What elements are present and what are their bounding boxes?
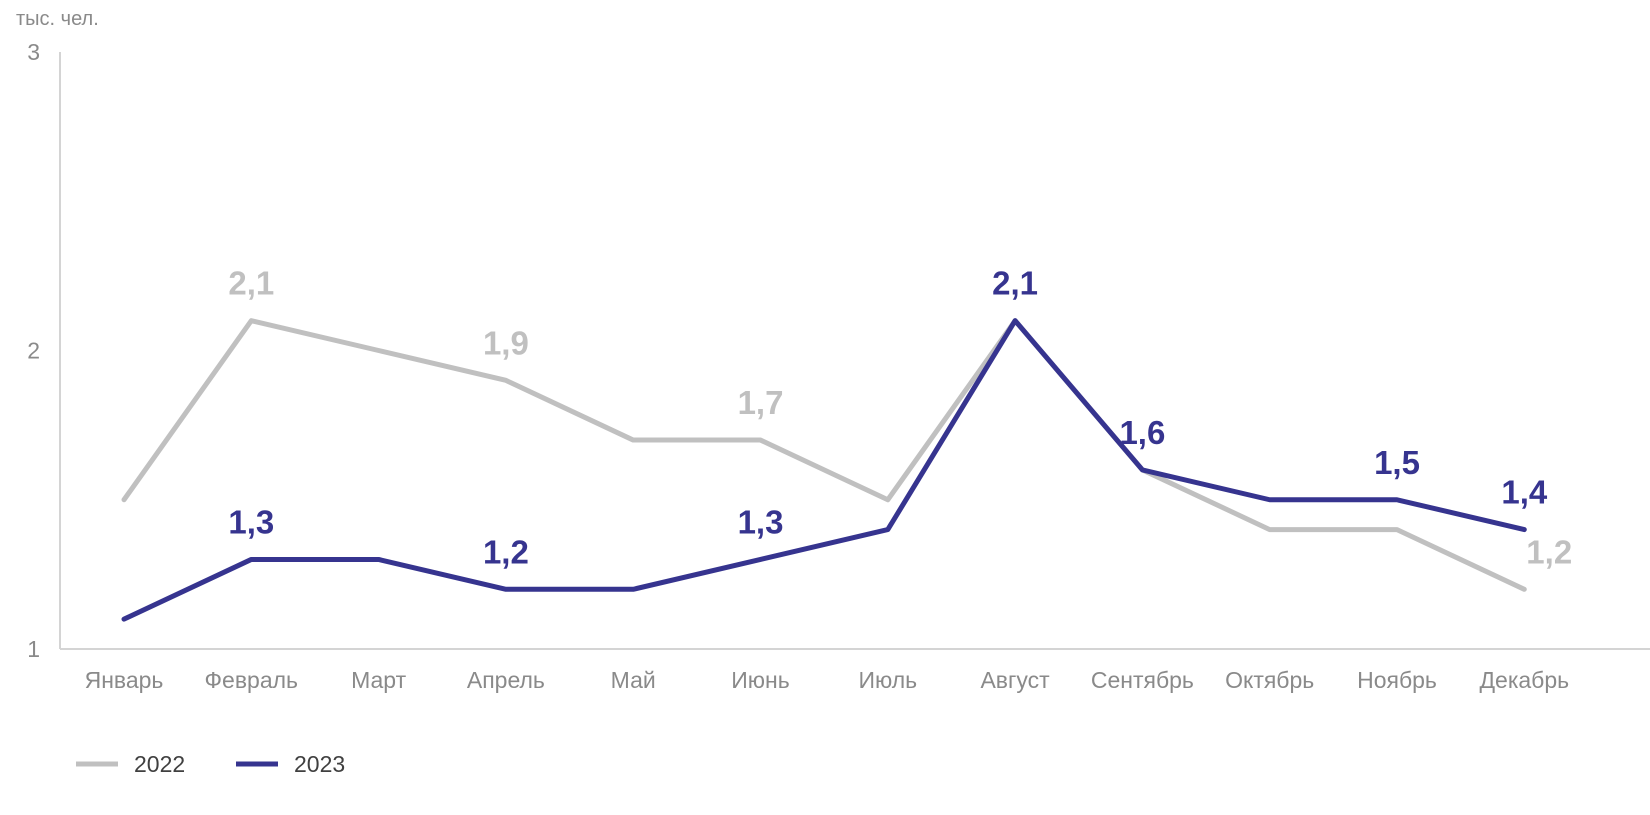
y-axis-unit-label: тыс. чел. bbox=[16, 8, 99, 30]
data-label-2022: 1,2 bbox=[1526, 533, 1572, 570]
x-tick-label: Февраль bbox=[205, 667, 298, 693]
x-tick-label: Июнь bbox=[731, 667, 789, 693]
data-label-2022: 1,9 bbox=[483, 324, 529, 361]
series-line-2022 bbox=[121, 318, 1527, 592]
y-tick-label: 1 bbox=[27, 636, 40, 662]
legend-label-2022: 2022 bbox=[134, 751, 185, 777]
x-tick-label: Май bbox=[611, 667, 656, 693]
data-label-2023: 1,6 bbox=[1119, 414, 1165, 451]
data-label-2023: 1,3 bbox=[228, 503, 274, 540]
x-tick-label: Декабрь bbox=[1479, 667, 1569, 693]
y-tick-label: 3 bbox=[27, 39, 40, 65]
data-label-2023: 1,5 bbox=[1374, 444, 1420, 481]
x-axis-ticks: Январь Февраль Март Апрель Май Июнь Июль Август… bbox=[85, 667, 1570, 693]
legend-label-2023: 2023 bbox=[294, 751, 345, 777]
x-tick-label: Январь bbox=[85, 667, 164, 693]
data-label-2023: 1,3 bbox=[738, 503, 784, 540]
data-label-2023: 2,1 bbox=[992, 265, 1038, 302]
x-tick-label: Ноябрь bbox=[1357, 667, 1437, 693]
x-tick-label: Октябрь bbox=[1225, 667, 1314, 693]
x-tick-label: Сентябрь bbox=[1091, 667, 1194, 693]
y-tick-label: 2 bbox=[27, 338, 40, 364]
data-label-2023: 1,4 bbox=[1501, 474, 1548, 511]
x-tick-label: Июль bbox=[858, 667, 917, 693]
x-tick-label: Август bbox=[980, 667, 1050, 693]
data-label-2023: 1,2 bbox=[483, 533, 529, 570]
data-labels: 2,1 1,9 1,7 1,2 1,3 1,2 1,3 2,1 1,6 1,5 1,4 bbox=[228, 265, 1572, 571]
series-line-2023 bbox=[121, 318, 1527, 622]
data-label-2022: 2,1 bbox=[228, 265, 274, 302]
x-tick-label: Март bbox=[351, 667, 406, 693]
legend: 2022 2023 bbox=[76, 751, 345, 777]
x-tick-label: Апрель bbox=[467, 667, 545, 693]
y-axis-ticks: 1 2 3 bbox=[27, 39, 40, 662]
series-lines bbox=[121, 318, 1527, 622]
data-label-2022: 1,7 bbox=[738, 384, 784, 421]
